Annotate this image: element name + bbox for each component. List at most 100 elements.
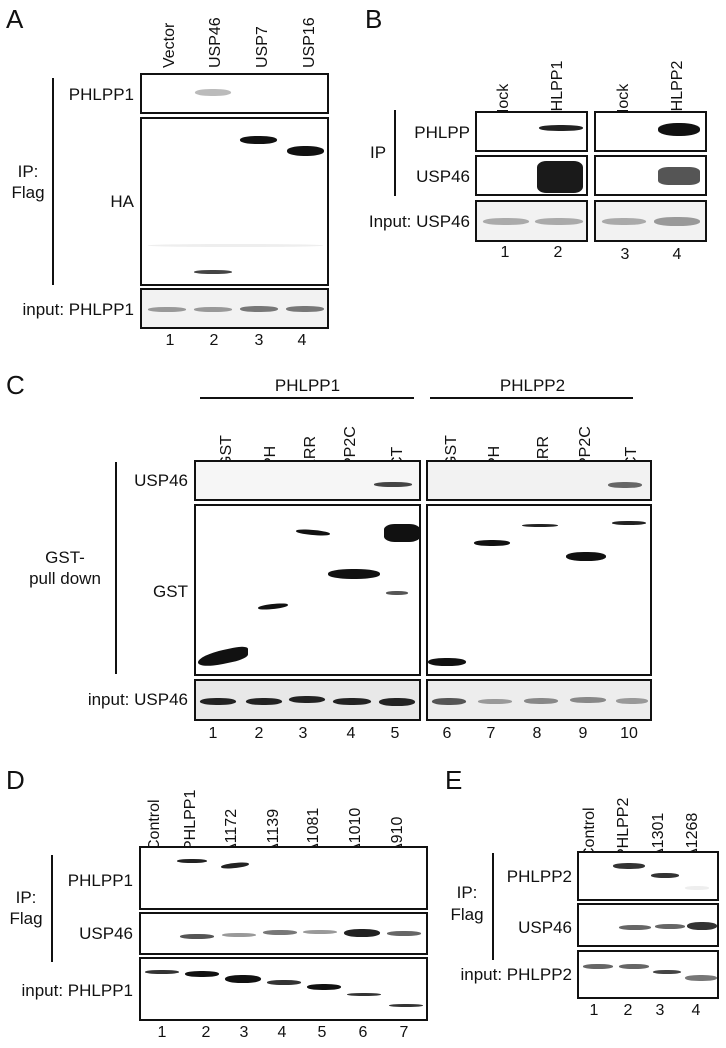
band — [198, 644, 248, 670]
band — [608, 482, 642, 488]
band — [658, 123, 700, 136]
band — [389, 1004, 423, 1007]
band — [195, 89, 231, 96]
panel-d-group-label: IP: — [15, 888, 37, 907]
blot-b2-input — [594, 200, 707, 242]
panel-d-lane-number: 5 — [317, 1024, 327, 1041]
panel-a-group-label: Flag — [11, 183, 45, 202]
band — [537, 161, 583, 193]
band — [566, 552, 606, 561]
band — [483, 218, 529, 225]
blot-c2-gst — [426, 504, 652, 676]
band — [432, 698, 466, 705]
band — [602, 218, 646, 225]
blot-c2-input — [426, 679, 652, 721]
blot-c1-usp46 — [194, 460, 421, 501]
band — [524, 698, 558, 704]
panel-d-lane-label: PHLPP1 — [182, 789, 199, 851]
band — [658, 167, 700, 185]
blot-a-input — [140, 288, 329, 329]
panel-e-lane-number: 3 — [655, 1002, 665, 1019]
band — [222, 933, 256, 937]
panel-d-lane-number: 6 — [358, 1024, 368, 1041]
band — [685, 886, 709, 890]
panel-b-row-label: Input: USP46 — [368, 212, 470, 231]
panel-e-lane-number: 2 — [623, 1002, 633, 1019]
panel-d-lane-number: 7 — [399, 1024, 409, 1041]
panel-e-lane-number: 4 — [691, 1002, 701, 1019]
band — [287, 146, 324, 156]
panel-a-row-label: PHLPP1 — [68, 85, 134, 104]
panel-d-bracket — [51, 855, 53, 962]
panel-b-lane-number: 3 — [620, 246, 630, 263]
band — [653, 970, 681, 974]
band — [307, 984, 341, 990]
band — [344, 929, 380, 937]
panel-e-group-label: IP: — [456, 883, 478, 902]
band — [654, 217, 700, 226]
panel-b-row-label: PHLPP — [414, 123, 470, 142]
panel-c-lane-number: 8 — [532, 725, 542, 742]
band — [387, 931, 421, 936]
panel-d-group-label: Flag — [9, 909, 43, 928]
panel-a-lane-number: 1 — [165, 332, 175, 349]
blot-b2-usp46 — [594, 155, 707, 196]
panel-a-bracket — [52, 78, 54, 285]
blot-b1-phlpp — [475, 111, 588, 152]
band — [478, 699, 512, 704]
band — [612, 521, 646, 525]
panel-c-letter: C — [6, 370, 25, 400]
band — [651, 873, 679, 878]
panel-a-lane-number: 4 — [297, 332, 307, 349]
band — [148, 244, 323, 247]
panel-e-row-label: PHLPP2 — [506, 867, 572, 886]
panel-a-lane-number: 2 — [209, 332, 219, 349]
panel-a-lane-number: 3 — [254, 332, 264, 349]
panel-a-row-label: HA — [110, 192, 134, 211]
panel-a-group-label: IP: — [17, 162, 39, 181]
blot-e-input — [577, 950, 719, 999]
panel-a-lane-label: USP46 — [207, 17, 224, 68]
panel-d-lane-number: 3 — [239, 1024, 249, 1041]
band — [263, 930, 297, 935]
band — [177, 859, 207, 863]
band — [583, 964, 613, 969]
blot-b2-phlpp — [594, 111, 707, 152]
band — [295, 528, 331, 537]
blot-b1-usp46 — [475, 155, 588, 196]
band — [303, 930, 337, 934]
panel-c-lane-number: 5 — [390, 725, 400, 742]
band — [616, 698, 648, 704]
panel-e-group-label: Flag — [450, 905, 484, 924]
band — [328, 569, 380, 579]
blot-e-phlpp2 — [577, 851, 719, 901]
band — [384, 524, 419, 542]
band — [289, 696, 325, 703]
panel-d-lane-label: Control — [146, 799, 163, 851]
band — [655, 924, 685, 929]
panel-d-lane-number: 1 — [157, 1024, 167, 1041]
panel-e-lane-number: 1 — [589, 1002, 599, 1019]
band — [286, 306, 324, 312]
band — [539, 125, 583, 131]
panel-e-letter: E — [445, 765, 463, 795]
band — [570, 697, 606, 703]
blot-c1-gst — [194, 504, 421, 676]
panel-b-letter: B — [365, 4, 383, 34]
panel-c-lane-number: 9 — [578, 725, 588, 742]
band — [240, 136, 277, 144]
panel-c-lane-number: 4 — [346, 725, 356, 742]
panel-c-row-label: input: USP46 — [87, 690, 188, 709]
blot-d-input — [139, 957, 428, 1021]
panel-e-row-label: input: PHLPP2 — [460, 965, 572, 984]
panel-b-group-label: IP — [370, 143, 387, 162]
panel-c-lane-number: 1 — [208, 725, 218, 742]
panel-c-row-label: GST — [153, 582, 188, 601]
band — [240, 306, 278, 312]
panel-a-lane-label: USP7 — [254, 26, 271, 68]
band — [148, 307, 186, 312]
band — [194, 270, 232, 274]
panel-c-group-label: pull down — [29, 569, 101, 588]
band — [257, 602, 289, 611]
panel-e-bracket — [492, 853, 494, 960]
